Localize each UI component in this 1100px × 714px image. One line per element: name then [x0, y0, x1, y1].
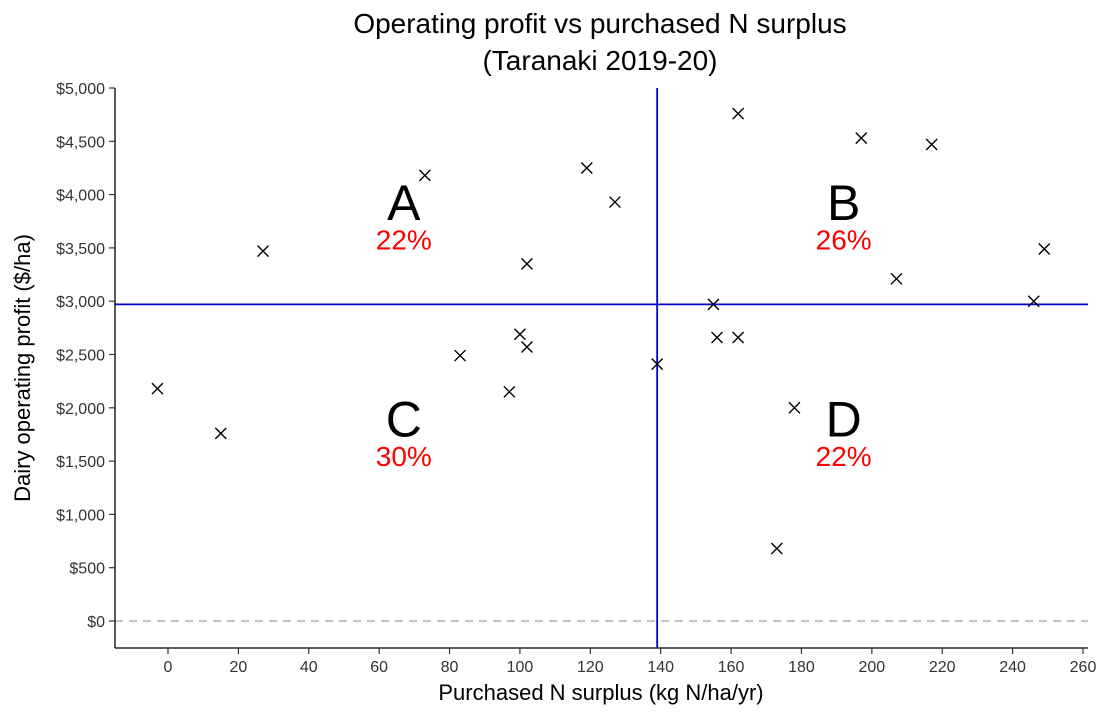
data-point: [770, 542, 783, 555]
data-point: [418, 169, 431, 182]
data-point: [503, 385, 516, 398]
x-tick-label: 140: [647, 659, 674, 676]
y-tick-label: $4,500: [56, 134, 105, 151]
y-tick-label: $1,500: [56, 454, 105, 471]
y-tick-label: $500: [69, 561, 105, 578]
x-tick-label: 40: [300, 659, 318, 676]
x-tick-label: 20: [229, 659, 247, 676]
x-tick-label: 120: [577, 659, 604, 676]
quadrant-letter-c: C: [386, 391, 422, 447]
quadrant-letter-d: D: [826, 391, 862, 447]
y-tick-label: $3,500: [56, 241, 105, 258]
y-tick-label: $4,000: [56, 188, 105, 205]
y-tick-label: $2,500: [56, 348, 105, 365]
y-axis-ticks: $0 $500 $1,000 $1,500 $2,000 $2,500 $3,000 $3,5…: [56, 81, 115, 631]
x-tick-label: 200: [858, 659, 885, 676]
data-point: [732, 107, 745, 120]
data-point: [520, 341, 533, 354]
axes: [114, 88, 1088, 649]
y-tick-label: $5,000: [56, 81, 105, 98]
quadrant-percent-a: 22%: [376, 224, 432, 255]
x-tick-label: 240: [999, 659, 1026, 676]
x-tick-label: 220: [929, 659, 956, 676]
quadrant-letter-b: B: [827, 175, 860, 231]
x-tick-label: 260: [1070, 659, 1097, 676]
x-tick-label: 180: [788, 659, 815, 676]
chart-subtitle: (Taranaki 2019-20): [482, 45, 717, 76]
y-tick-label: $0: [87, 614, 105, 631]
x-tick-label: 60: [370, 659, 388, 676]
data-point: [788, 401, 801, 414]
data-point: [257, 245, 270, 258]
quadrant-percent-d: 22%: [816, 441, 872, 472]
data-point: [520, 257, 533, 270]
y-tick-label: $2,000: [56, 401, 105, 418]
quadrant-percent-b: 26%: [816, 224, 872, 255]
data-point: [925, 138, 938, 151]
quadrant-labels: A22%B26%C30%D22%: [376, 175, 872, 472]
reference-lines: [115, 88, 1088, 648]
x-tick-label: 100: [507, 659, 534, 676]
x-tick-label: 0: [164, 659, 173, 676]
quadrant-percent-c: 30%: [376, 441, 432, 472]
data-point: [707, 298, 720, 311]
data-point: [651, 358, 664, 371]
data-point: [214, 427, 227, 440]
x-axis-title: Purchased N surplus (kg N/ha/yr): [438, 680, 763, 705]
y-tick-label: $1,000: [56, 507, 105, 524]
chart-title: Operating profit vs purchased N surplus: [353, 8, 846, 39]
data-point: [608, 196, 621, 209]
data-point: [711, 331, 723, 344]
y-axis-title: Dairy operating profit ($/ha): [10, 234, 35, 502]
data-point: [513, 328, 526, 341]
data-point: [151, 382, 164, 395]
data-point: [1038, 242, 1051, 255]
data-point: [890, 272, 903, 285]
quadrant-letter-a: A: [387, 175, 421, 231]
data-point: [732, 331, 745, 344]
data-point: [580, 161, 593, 174]
x-axis-ticks: 0 20 40 60 80 100 120 140 160 180 200 220 240 260: [164, 648, 1097, 676]
data-point: [855, 132, 868, 145]
x-tick-label: 160: [718, 659, 745, 676]
data-points: [151, 107, 1051, 555]
y-tick-label: $3,000: [56, 294, 105, 311]
data-point: [454, 349, 467, 362]
x-tick-label: 80: [441, 659, 459, 676]
data-point: [1027, 295, 1040, 308]
